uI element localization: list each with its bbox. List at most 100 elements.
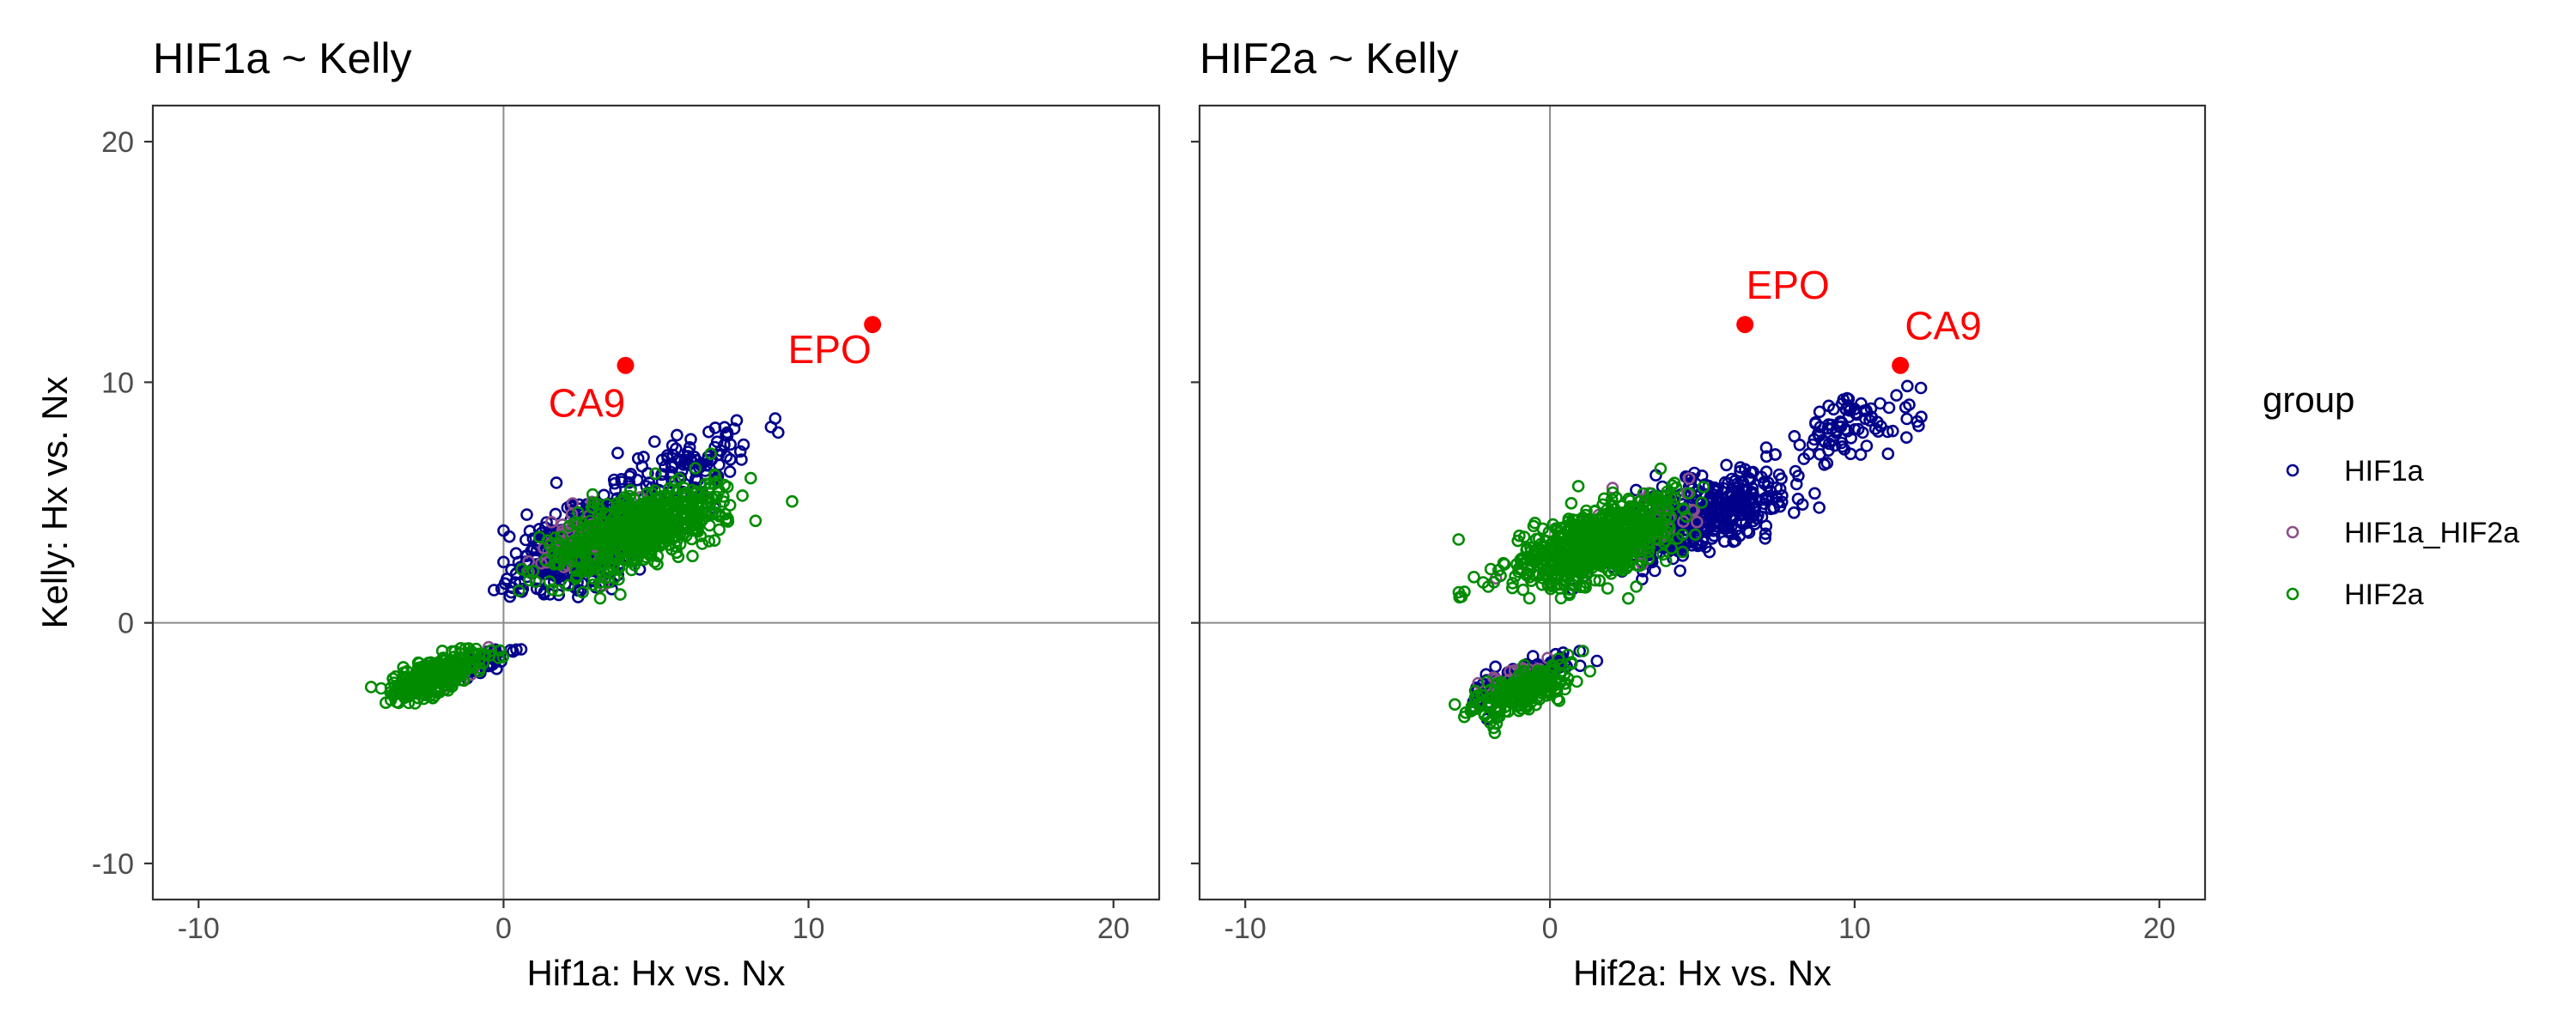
data-point — [412, 657, 426, 670]
data-point — [1590, 513, 1604, 527]
data-point — [684, 433, 697, 446]
data-point — [1596, 512, 1609, 526]
data-point — [1659, 534, 1672, 548]
data-point — [1606, 535, 1619, 548]
data-point — [1659, 554, 1673, 567]
data-point — [677, 457, 690, 471]
data-point — [1564, 496, 1578, 510]
data-point — [1844, 447, 1857, 461]
data-point — [428, 685, 442, 699]
points-group — [364, 412, 799, 710]
data-point — [1813, 405, 1826, 419]
data-point — [1487, 721, 1500, 735]
panel-1: CA9 EPO -10 0 10 20 -10 0 10 20 HIF1a ~ Kelly Hif1a… — [34, 34, 1161, 993]
data-point — [1492, 563, 1505, 577]
data-point — [1490, 690, 1503, 703]
data-point — [1676, 528, 1689, 542]
data-point — [771, 426, 785, 439]
data-point — [592, 503, 606, 517]
data-point — [568, 516, 581, 530]
data-point — [611, 520, 623, 534]
data-point — [1540, 569, 1553, 583]
data-point — [1580, 542, 1594, 556]
data-point — [1590, 654, 1604, 668]
data-point — [701, 453, 714, 467]
data-point — [661, 451, 674, 465]
data-point — [1874, 420, 1887, 433]
data-point — [390, 695, 404, 709]
data-point — [1714, 494, 1728, 508]
data-point — [586, 500, 600, 514]
data-point — [1759, 527, 1772, 541]
data-point — [686, 524, 700, 537]
data-point — [1901, 379, 1914, 393]
data-point — [1622, 492, 1635, 506]
data-point — [736, 489, 749, 502]
data-point — [696, 537, 709, 550]
points-group — [1449, 379, 1928, 740]
data-point — [1836, 397, 1849, 410]
data-point — [1661, 485, 1674, 499]
data-point — [721, 515, 735, 528]
data-point — [1668, 476, 1681, 490]
data-point — [1816, 433, 1829, 447]
data-point — [1746, 486, 1759, 500]
data-point — [786, 494, 799, 508]
data-point — [1622, 591, 1635, 605]
data-point — [689, 518, 702, 530]
legend-label: HIF2a — [2344, 579, 2424, 611]
data-point — [583, 514, 597, 528]
data-point — [689, 462, 702, 475]
data-point — [1619, 561, 1633, 575]
data-point — [720, 480, 734, 494]
data-point — [543, 575, 556, 588]
data-point — [1561, 524, 1574, 536]
data-point — [1579, 581, 1592, 594]
data-point — [1842, 410, 1856, 424]
data-point — [647, 435, 661, 448]
data-point — [1455, 590, 1468, 603]
data-point — [1914, 381, 1928, 395]
highlight-label-ca9: CA9 — [549, 381, 625, 426]
data-point — [425, 671, 439, 684]
data-point — [1823, 437, 1836, 451]
data-point — [699, 492, 713, 506]
data-point — [571, 532, 585, 545]
data-point — [623, 476, 636, 489]
data-point — [669, 442, 683, 456]
data-point — [1506, 581, 1519, 595]
data-point — [1520, 700, 1533, 714]
data-point — [641, 467, 654, 480]
data-point — [1562, 515, 1575, 529]
data-point — [640, 536, 653, 550]
data-point — [1808, 487, 1821, 500]
data-point — [1564, 656, 1577, 670]
data-point — [623, 470, 636, 483]
x-tick-label: 20 — [2143, 912, 2176, 945]
data-point — [520, 508, 533, 521]
data-point — [1551, 693, 1564, 706]
data-point — [1856, 426, 1869, 439]
data-point — [1676, 545, 1689, 559]
data-point — [465, 646, 478, 660]
data-point — [581, 556, 595, 569]
data-point — [1797, 452, 1811, 465]
data-point — [749, 514, 762, 528]
data-point — [1528, 548, 1540, 562]
data-point — [1654, 462, 1668, 476]
y-tick-label: -10 — [92, 848, 134, 881]
data-point — [1512, 562, 1525, 576]
data-point — [594, 532, 607, 545]
data-point — [724, 438, 738, 451]
data-point — [562, 579, 575, 592]
data-point — [571, 506, 585, 519]
data-point — [769, 412, 782, 425]
data-point — [1552, 542, 1565, 555]
data-point — [1691, 515, 1704, 529]
data-point — [1718, 476, 1732, 489]
data-point — [1496, 681, 1509, 694]
data-point — [1731, 476, 1744, 490]
data-point — [1590, 557, 1603, 571]
data-point — [509, 547, 523, 560]
data-point — [610, 538, 623, 551]
